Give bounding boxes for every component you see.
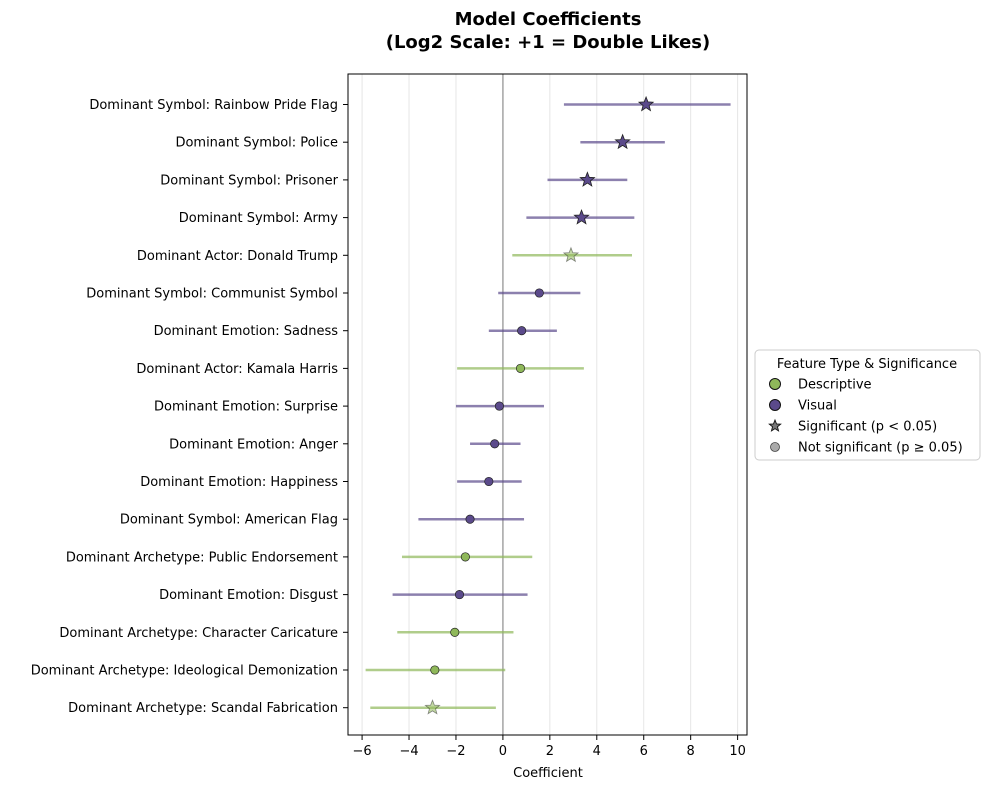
legend-circle-marker <box>769 378 781 390</box>
x-tick-label: 4 <box>593 744 601 759</box>
x-tick-label: −4 <box>399 744 418 759</box>
x-tick-label: 8 <box>687 744 695 759</box>
coefficient-point <box>450 627 460 637</box>
legend-entry-label: Significant (p < 0.05) <box>798 420 937 435</box>
coefficient-point <box>515 363 526 373</box>
x-tick-label: 2 <box>546 744 554 759</box>
legend: Feature Type & Significance Descriptive V… <box>754 349 981 461</box>
legend-title: Feature Type & Significance <box>777 357 957 372</box>
y-tick-label: Dominant Archetype: Character Caricature <box>59 626 338 641</box>
y-tick-label: Dominant Emotion: Happiness <box>140 475 338 490</box>
legend-star-marker <box>768 418 782 432</box>
y-tick-label: Dominant Emotion: Anger <box>169 437 339 452</box>
y-tick-label: Dominant Actor: Donald Trump <box>137 249 338 264</box>
legend-circle-marker <box>769 399 781 411</box>
coefficient-point <box>430 665 440 675</box>
coefficient-point <box>454 590 465 600</box>
legend-entries: Descriptive Visual Significant (p < 0.05) N… <box>768 378 963 456</box>
y-tick-labels: Dominant Symbol: Rainbow Pride Flag Domin… <box>31 98 348 716</box>
y-tick-label: Dominant Actor: Kamala Harris <box>136 362 338 377</box>
x-tick-label: −6 <box>352 744 371 759</box>
coefficient-point <box>465 514 475 524</box>
x-axis-ticks: −6 −4 −2 0 2 4 6 8 10 <box>352 735 746 759</box>
coefficient-star <box>562 246 580 263</box>
confidence-intervals <box>365 103 731 709</box>
y-tick-label: Dominant Symbol: Police <box>175 136 338 151</box>
coefficient-star <box>424 699 441 715</box>
y-tick-label: Dominant Emotion: Disgust <box>159 588 338 603</box>
legend-entry-label: Not significant (p ≥ 0.05) <box>798 441 963 456</box>
coefficient-star <box>637 95 655 112</box>
chart-title-line-1: Model Coefficients <box>455 9 642 30</box>
legend-circle-marker <box>770 442 780 452</box>
y-tick-label: Dominant Symbol: Rainbow Pride Flag <box>89 98 338 113</box>
y-tick-label: Dominant Symbol: American Flag <box>120 513 338 528</box>
x-tick-label: 6 <box>640 744 648 759</box>
y-tick-label: Dominant Symbol: Prisoner <box>160 173 338 188</box>
coefficient-point <box>517 326 527 336</box>
coefficient-star <box>579 171 596 187</box>
grid-lines <box>361 74 739 735</box>
coefficient-point <box>490 439 500 449</box>
chart-title-line-2: (Log2 Scale: +1 = Double Likes) <box>386 32 711 53</box>
y-tick-label: Dominant Archetype: Ideological Demoniza… <box>31 664 338 679</box>
coefficient-point <box>460 552 470 562</box>
coefficient-point <box>484 476 494 487</box>
x-tick-label: 10 <box>729 744 746 759</box>
coefficient-point <box>494 401 504 411</box>
plot-frame <box>347 73 748 736</box>
coefficient-star <box>573 208 590 225</box>
y-tick-label: Dominant Symbol: Army <box>179 211 339 226</box>
coefficient-markers <box>424 95 655 715</box>
y-tick-label: Dominant Archetype: Scandal Fabrication <box>68 701 338 716</box>
coefficient-point <box>534 288 544 298</box>
y-tick-label: Dominant Archetype: Public Endorsement <box>66 550 338 565</box>
chart-title: Model Coefficients (Log2 Scale: +1 = Dou… <box>386 9 711 53</box>
legend-frame <box>754 349 981 461</box>
x-tick-label: 0 <box>499 744 507 759</box>
legend-entry-label: Visual <box>798 399 837 414</box>
y-tick-label: Dominant Emotion: Sadness <box>154 324 339 339</box>
y-tick-label: Dominant Symbol: Communist Symbol <box>86 287 338 302</box>
coefficient-star <box>614 133 631 150</box>
x-axis-label: Coefficient <box>513 766 583 781</box>
legend-entry-label: Descriptive <box>798 378 872 393</box>
y-tick-label: Dominant Emotion: Surprise <box>154 400 338 415</box>
x-tick-label: −2 <box>446 744 465 759</box>
